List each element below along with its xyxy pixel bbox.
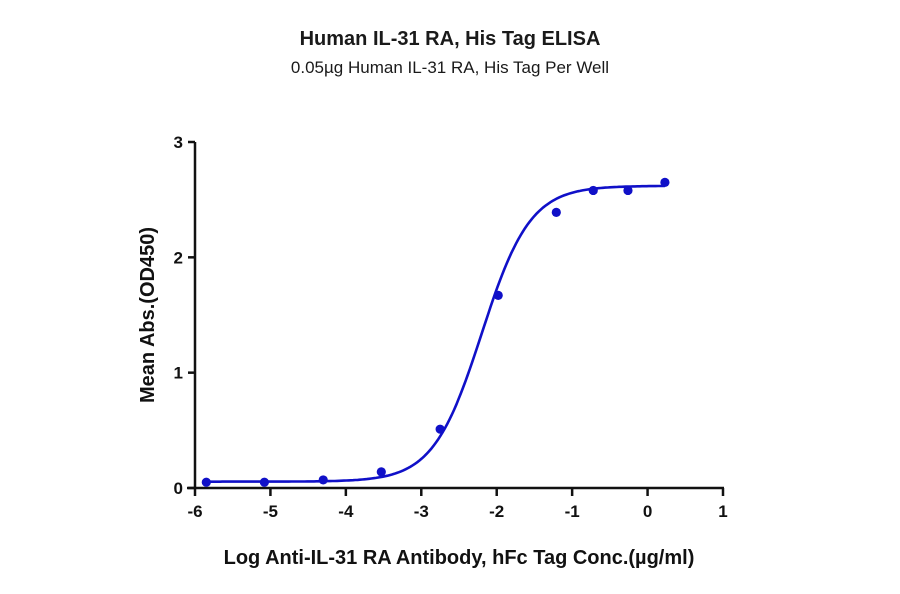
y-tick-label: 0 (174, 479, 183, 498)
data-point (493, 290, 503, 300)
x-tick-label: 0 (643, 502, 652, 521)
x-tick-label: -1 (565, 502, 580, 521)
data-point (201, 477, 211, 487)
y-axis-label: Mean Abs.(OD450) (137, 227, 159, 403)
data-point (588, 185, 598, 196)
x-tick-label: 1 (718, 502, 727, 521)
y-tick-label: 2 (174, 248, 183, 267)
data-points (201, 177, 670, 487)
data-point (660, 177, 670, 187)
chart-subtitle: 0.05µg Human IL-31 RA, His Tag Per Well (290, 58, 610, 77)
data-point (551, 207, 561, 217)
y-tick-label: 3 (174, 133, 183, 152)
x-tick-label: -4 (338, 502, 354, 521)
fit-curve (206, 184, 665, 483)
x-tick-label: -2 (489, 502, 504, 521)
chart-title: Human IL-31 RA, His Tag ELISA (299, 28, 601, 50)
axes: 0 1 2 3 -6 -5 -4 -3 -2 -1 0 1 (174, 133, 728, 521)
data-point (259, 477, 269, 487)
data-point (376, 467, 386, 477)
y-tick-label: 1 (174, 364, 183, 383)
x-tick-label: -6 (187, 502, 202, 521)
data-point (435, 424, 445, 434)
x-tick-label: -5 (263, 502, 278, 521)
data-point (318, 475, 328, 485)
x-axis-label: Log Anti-IL-31 RA Antibody, hFc Tag Conc… (224, 547, 695, 569)
x-tick-label: -3 (414, 502, 429, 521)
data-point (623, 185, 633, 196)
